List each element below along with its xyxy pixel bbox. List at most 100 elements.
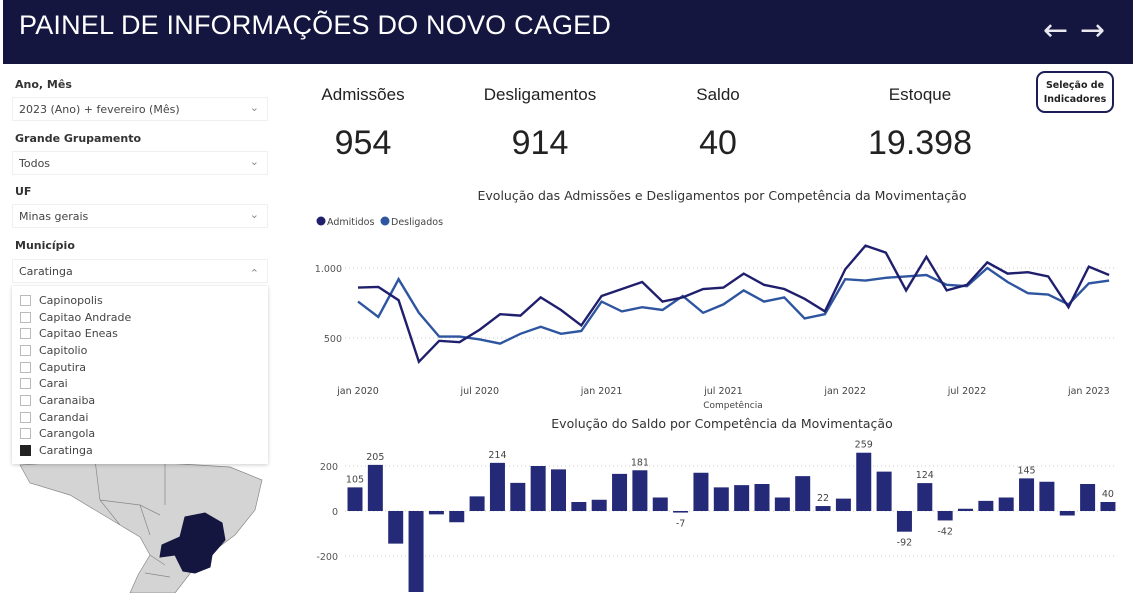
saldo-bar[interactable] — [612, 473, 628, 511]
saldo-bar[interactable] — [754, 484, 770, 511]
saldo-bar[interactable] — [673, 511, 689, 513]
saldo-bar[interactable] — [367, 464, 383, 511]
saldo-bar[interactable] — [958, 508, 973, 511]
saldo-bar[interactable] — [815, 506, 831, 511]
chevron-down-icon: ⌄ — [249, 101, 259, 114]
municipio-option[interactable]: Capitao Andrade — [12, 309, 268, 326]
saldo-bar[interactable] — [571, 502, 587, 511]
municipio-option[interactable]: Caranaiba — [12, 392, 268, 409]
municipio-option[interactable]: Carangola — [12, 426, 268, 443]
data-label: -42 — [937, 526, 953, 537]
saldo-bar[interactable] — [652, 497, 668, 512]
option-label: Capinopolis — [39, 293, 103, 307]
legend-label[interactable]: Desligados — [391, 217, 443, 228]
x-tick-label: jul 2022 — [947, 386, 987, 397]
arrow-left-icon[interactable]: ← — [1043, 13, 1069, 48]
saldo-bar[interactable] — [1039, 481, 1055, 511]
municipio-option[interactable]: Carai — [12, 375, 268, 392]
checkbox[interactable] — [20, 394, 31, 406]
ano-mes-dropdown[interactable]: 2023 (Ano) + fevereiro (Mês) ⌄ — [12, 97, 268, 121]
button-label: Seleção de — [1045, 80, 1105, 91]
municipio-option[interactable]: Capitao Eneas — [12, 325, 268, 342]
saldo-bar[interactable] — [693, 472, 709, 511]
legend-marker — [316, 216, 326, 226]
saldo-bar[interactable] — [734, 485, 750, 511]
data-label: 40 — [1102, 489, 1114, 500]
data-label: 145 — [1017, 465, 1035, 476]
saldo-bar[interactable] — [1100, 502, 1116, 511]
data-label: 205 — [366, 452, 384, 463]
checkbox[interactable] — [20, 294, 31, 306]
municipio-option[interactable]: Capinopolis — [12, 292, 268, 309]
saldo-bar[interactable] — [1059, 511, 1075, 516]
saldo-bar[interactable] — [1019, 478, 1035, 511]
header: PAINEL DE INFORMAÇÕES DO NOVO CAGED ← → — [3, 0, 1133, 64]
checkbox[interactable] — [20, 411, 31, 423]
saldo-bar[interactable] — [408, 511, 424, 592]
saldo-bar[interactable] — [510, 482, 526, 511]
saldo-bar[interactable] — [978, 500, 994, 511]
dropdown-value: 2023 (Ano) + fevereiro (Mês) — [19, 103, 180, 116]
saldo-bar[interactable] — [591, 499, 607, 511]
municipio-option[interactable]: Caratinga — [12, 442, 268, 459]
saldo-bar[interactable] — [795, 476, 811, 511]
y-tick-label: 0 — [332, 507, 338, 518]
kpi-label: Admissões — [321, 85, 405, 104]
data-label: 259 — [855, 440, 873, 451]
municipio-option[interactable]: Capitolio — [12, 342, 268, 359]
line-chart-title: Evolução das Admissões e Desligamentos p… — [478, 188, 967, 203]
data-label: 105 — [346, 474, 364, 485]
checkbox[interactable] — [20, 428, 31, 440]
grupamento-dropdown[interactable]: Todos ⌄ — [12, 151, 268, 175]
kpi-value: 914 — [511, 124, 569, 162]
checkbox[interactable] — [20, 344, 31, 356]
kpi-value: 19.398 — [868, 124, 972, 162]
dropdown-value: Todos — [19, 157, 51, 170]
saldo-bar[interactable] — [876, 471, 892, 511]
kpi-label: Estoque — [888, 85, 952, 104]
saldo-bar[interactable] — [489, 462, 505, 511]
selecao-indicadores-button[interactable]: Seleção de Indicadores — [1036, 71, 1114, 113]
uf-dropdown[interactable]: Minas gerais ⌄ — [12, 204, 268, 228]
saldo-bar[interactable] — [428, 511, 444, 515]
saldo-bar[interactable] — [632, 470, 648, 511]
page-title: PAINEL DE INFORMAÇÕES DO NOVO CAGED — [19, 10, 612, 40]
data-label: 124 — [916, 470, 934, 481]
option-label: Capitolio — [39, 343, 88, 357]
saldo-bar[interactable] — [388, 511, 404, 544]
saldo-bar[interactable] — [856, 452, 872, 511]
saldo-bar[interactable] — [713, 487, 729, 511]
arrow-right-icon[interactable]: → — [1080, 13, 1106, 48]
saldo-bar[interactable] — [449, 511, 465, 523]
saldo-bar[interactable] — [937, 511, 953, 521]
saldo-bar[interactable] — [917, 483, 933, 511]
saldo-bar[interactable] — [896, 511, 912, 532]
saldo-bar[interactable] — [774, 497, 790, 512]
x-tick-label: jul 2020 — [460, 386, 500, 397]
checkbox[interactable] — [20, 445, 31, 457]
data-label: 22 — [817, 493, 829, 504]
kpi-label: Saldo — [696, 85, 740, 104]
municipio-option[interactable]: Caputira — [12, 359, 268, 376]
checkbox[interactable] — [20, 378, 31, 390]
municipio-option[interactable]: Carandai — [12, 409, 268, 426]
checkbox[interactable] — [20, 328, 31, 340]
saldo-bar[interactable] — [998, 497, 1014, 512]
saldo-bar[interactable] — [551, 469, 566, 511]
saldo-bar[interactable] — [1080, 484, 1096, 511]
option-label: Caputira — [39, 360, 87, 374]
municipio-dropdown[interactable]: Caratinga ⌃ — [12, 259, 268, 283]
chevron-down-icon: ⌄ — [249, 208, 259, 221]
legend-label[interactable]: Admitidos — [327, 217, 374, 228]
checkbox[interactable] — [20, 311, 31, 323]
checkbox[interactable] — [20, 361, 31, 373]
saldo-bar[interactable] — [530, 466, 546, 511]
saldo-bar[interactable] — [347, 487, 363, 511]
municipio-list[interactable]: Capinopolis Capitao Andrade Capitao Eneas C… — [12, 286, 268, 464]
option-label: Carai — [39, 377, 68, 391]
brazil-map[interactable] — [0, 455, 290, 593]
data-label: 181 — [631, 457, 649, 468]
saldo-bar[interactable] — [469, 496, 485, 511]
saldo-bar[interactable] — [835, 498, 851, 511]
